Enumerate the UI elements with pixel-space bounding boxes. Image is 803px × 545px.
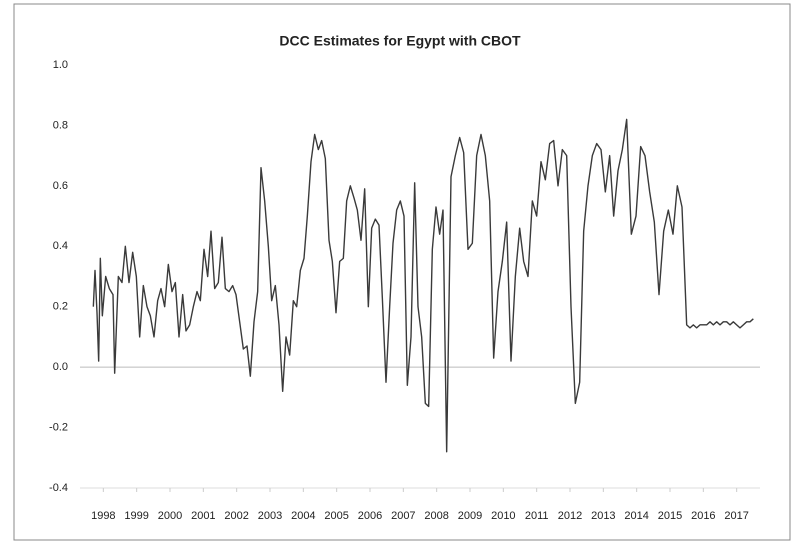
y-tick-label: 0.8 [53, 119, 68, 131]
x-tick-label: 2011 [525, 510, 549, 522]
y-tick-label: -0.4 [49, 482, 68, 494]
x-tick-label: 2014 [624, 510, 648, 522]
x-tick-label: 2009 [458, 510, 482, 522]
x-tick-label: 2000 [158, 510, 182, 522]
series-line [92, 118, 754, 453]
y-tick-label: 0.2 [53, 301, 68, 313]
y-tick-label: 1.0 [53, 59, 68, 71]
x-tick-label: 2012 [558, 510, 582, 522]
y-tick-label: 0.4 [53, 240, 68, 252]
y-tick-label: 0.0 [53, 361, 68, 373]
x-tick-label: 2008 [424, 510, 448, 522]
x-tick-label: 2006 [358, 510, 382, 522]
x-tick-label: 1999 [124, 510, 148, 522]
x-tick-label: 2010 [491, 510, 515, 522]
x-tick-label: 2015 [658, 510, 682, 522]
x-tick-label: 2013 [591, 510, 615, 522]
y-tick-label: 0.6 [53, 180, 68, 192]
x-tick-label: 2003 [258, 510, 282, 522]
x-tick-label: 2004 [291, 510, 315, 522]
x-tick-label: 2007 [391, 510, 415, 522]
x-tick-label: 2017 [724, 510, 748, 522]
x-tick-label: 1998 [91, 510, 115, 522]
chart-title: DCC Estimates for Egypt with CBOT [279, 33, 521, 49]
x-tick-label: 2005 [324, 510, 348, 522]
x-tick-label: 2016 [691, 510, 715, 522]
x-tick-label: 2002 [224, 510, 248, 522]
y-tick-label: -0.2 [49, 421, 68, 433]
x-tick-label: 2001 [191, 510, 215, 522]
